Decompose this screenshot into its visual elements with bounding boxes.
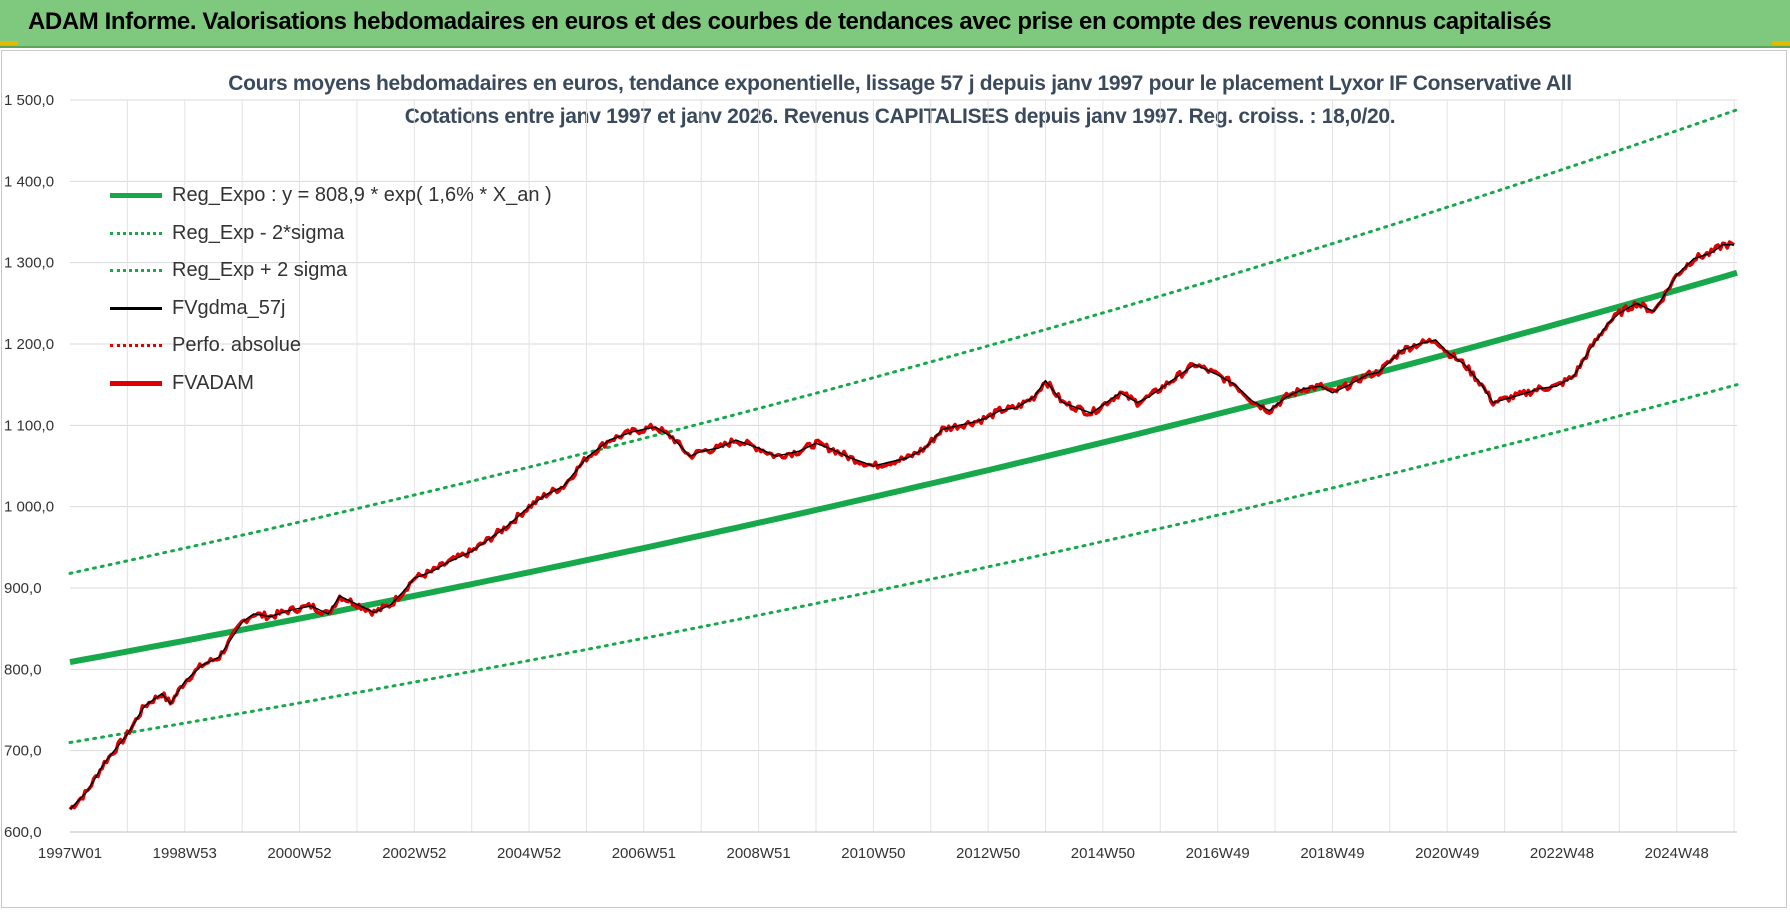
x-tick-label: 2008W51 (726, 845, 790, 862)
legend-item: Reg_Exp + 2 sigma (110, 252, 552, 290)
regression-plus-2sigma-line (68, 108, 1739, 575)
legend-item: Reg_Expo : y = 808,9 * exp( 1,6% * X_an … (110, 177, 552, 215)
chart-title-line2: Cotations entre janv 1997 et janv 2026. … (404, 105, 1396, 128)
legend-item: FVADAM (110, 365, 552, 403)
x-tick-label: 2024W48 (1645, 845, 1709, 862)
y-tick-label: 1 000,0 (4, 499, 54, 516)
corner-mark (0, 41, 18, 45)
legend-label: Reg_Exp + 2 sigma (172, 259, 348, 282)
legend-swatch (110, 269, 162, 273)
x-tick-label: 2018W49 (1300, 845, 1364, 862)
legend-swatch (110, 306, 162, 310)
y-tick-label: 1 500,0 (4, 92, 54, 109)
y-tick-label: 600,0 (4, 824, 42, 841)
x-tick-label: 1998W53 (153, 845, 217, 862)
legend-swatch (110, 193, 162, 199)
y-tick-label: 1 300,0 (4, 255, 54, 272)
chart-legend: Reg_Expo : y = 808,9 * exp( 1,6% * X_an … (110, 177, 552, 402)
legend-label: Reg_Exp - 2*sigma (172, 221, 345, 244)
chart-frame (1, 50, 1787, 908)
x-tick-label: 2002W52 (382, 845, 446, 862)
regression-expo-line (69, 269, 1738, 666)
banner: ADAM Informe. Valorisations hebdomadaire… (0, 0, 1790, 48)
x-tick-label: 2004W52 (497, 845, 561, 862)
x-tick-label: 2012W50 (956, 845, 1020, 862)
banner-title: ADAM Informe. Valorisations hebdomadaire… (28, 8, 1552, 35)
corner-mark (1772, 41, 1790, 45)
legend-swatch (110, 231, 162, 235)
y-tick-label: 1 100,0 (4, 417, 54, 434)
y-tick-label: 1 400,0 (4, 173, 54, 190)
x-tick-label: 2014W50 (1071, 845, 1135, 862)
legend-item: Reg_Exp - 2*sigma (110, 215, 552, 253)
legend-label: Reg_Expo : y = 808,9 * exp( 1,6% * X_an … (172, 184, 552, 207)
legend-swatch (110, 344, 162, 348)
x-tick-label: 2006W51 (612, 845, 676, 862)
legend-item: Perfo. absolue (110, 327, 552, 365)
legend-label: FVADAM (172, 371, 254, 394)
y-tick-label: 700,0 (4, 743, 42, 760)
x-tick-label: 1997W01 (38, 845, 102, 862)
x-tick-label: 2022W48 (1530, 845, 1594, 862)
legend-label: FVgdma_57j (172, 296, 286, 319)
legend-label: Perfo. absolue (172, 334, 301, 357)
legend-item: FVgdma_57j (110, 290, 552, 328)
regression-minus-2sigma-line (68, 383, 1739, 744)
y-tick-label: 800,0 (4, 661, 42, 678)
legend-swatch (110, 380, 162, 386)
y-tick-label: 1 200,0 (4, 336, 54, 353)
y-tick-label: 900,0 (4, 580, 42, 597)
x-tick-label: 2010W50 (841, 845, 905, 862)
x-tick-label: 2020W49 (1415, 845, 1479, 862)
x-tick-label: 2016W49 (1186, 845, 1250, 862)
x-tick-label: 2000W52 (267, 845, 331, 862)
fvgdma-57j-series-line (69, 244, 1735, 810)
chart-title-line1: Cours moyens hebdomadaires en euros, ten… (228, 72, 1572, 95)
